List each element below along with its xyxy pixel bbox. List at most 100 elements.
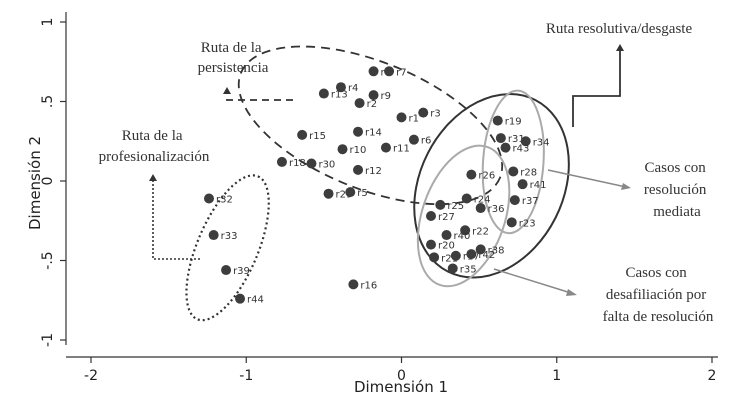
- point-r7: [384, 66, 395, 77]
- point-r29: [323, 188, 334, 199]
- point-r18: [276, 156, 287, 167]
- annotation-profesionalizacion-line1: Ruta de la: [122, 128, 183, 144]
- point-r33: [208, 230, 219, 241]
- point-label-r41: r41: [530, 180, 547, 191]
- point-r14: [353, 126, 364, 137]
- point-label-r37: r37: [522, 196, 539, 207]
- x-tick-label-3: 1: [552, 368, 561, 384]
- annotation-resolutiva-line1: Ruta resolutiva/desgaste: [546, 21, 693, 37]
- point-label-r43: r43: [513, 144, 530, 155]
- point-r23: [506, 217, 517, 228]
- annotation-desafiliacion-line3: falta de resolución: [603, 309, 714, 325]
- annotation-profesionalizacion-line2: profesionalización: [99, 149, 210, 165]
- point-r5: [345, 187, 356, 198]
- point-label-r12: r12: [365, 166, 382, 177]
- resolutiva-arrowhead: [616, 44, 624, 51]
- point-r22: [460, 225, 471, 236]
- point-r3: [418, 107, 429, 118]
- point-label-r36: r36: [488, 204, 505, 215]
- point-label-r15: r15: [309, 131, 326, 142]
- point-label-r27: r27: [438, 212, 455, 223]
- point-r19: [492, 115, 503, 126]
- data-points: r8r7r4r13r9r2r1r3r15r14r6r10r11r18r30r12…: [203, 66, 550, 306]
- point-r26: [466, 169, 477, 180]
- point-label-r7: r7: [396, 67, 406, 78]
- point-label-r11: r11: [393, 144, 410, 155]
- point-label-r9: r9: [381, 91, 391, 102]
- annotation-persistencia-line1: Ruta de la: [201, 40, 262, 56]
- point-label-r29: r29: [336, 190, 353, 201]
- point-r8: [368, 66, 379, 77]
- point-label-r42: r42: [478, 250, 495, 261]
- resolutiva-connector: [572, 50, 621, 127]
- point-r2: [354, 98, 365, 109]
- y-tick-label-4: -1: [40, 333, 56, 347]
- point-label-r18: r18: [289, 158, 306, 169]
- point-label-r39: r39: [233, 266, 250, 277]
- point-r9: [368, 90, 379, 101]
- point-label-r21: r21: [441, 253, 458, 264]
- mediata-connector: [547, 169, 627, 188]
- point-label-r30: r30: [318, 160, 335, 171]
- group-ellipse-0: [237, 45, 504, 206]
- point-label-r33: r33: [221, 231, 238, 242]
- point-r1: [396, 112, 407, 123]
- point-r40: [441, 230, 452, 241]
- point-r30: [306, 158, 317, 169]
- point-r31: [495, 133, 506, 144]
- point-r35: [447, 263, 458, 274]
- annotation-persistencia-line2: persistencia: [198, 60, 269, 76]
- point-r36: [475, 203, 486, 214]
- point-r20: [425, 239, 436, 250]
- y-tick-label-3: -.5: [40, 251, 56, 269]
- point-label-r3: r3: [430, 109, 440, 120]
- point-r28: [508, 166, 519, 177]
- point-r42: [466, 249, 477, 260]
- point-label-r31: r31: [508, 134, 525, 145]
- persistencia-arrowhead: [223, 87, 231, 94]
- point-label-r1: r1: [409, 113, 419, 124]
- annotation-desafiliacion: Casos con desafiliación por falta de res…: [603, 265, 714, 325]
- point-label-r5: r5: [357, 188, 367, 199]
- group-ellipse-1: [185, 174, 270, 322]
- point-r13: [318, 88, 329, 99]
- x-tick-label-0: -2: [84, 368, 98, 384]
- point-label-r25: r25: [447, 201, 464, 212]
- point-label-r32: r32: [216, 194, 233, 205]
- point-r4: [335, 82, 346, 93]
- point-r17: [450, 250, 461, 261]
- annotation-mediata-line3: mediata: [653, 204, 701, 220]
- point-r38: [475, 244, 486, 255]
- point-label-r19: r19: [505, 117, 522, 128]
- point-label-r24: r24: [474, 194, 491, 205]
- point-label-r23: r23: [519, 218, 536, 229]
- x-ticks: -2 -1 0 1 2: [84, 357, 716, 384]
- point-r32: [203, 193, 214, 204]
- point-r24: [461, 193, 472, 204]
- point-r27: [425, 210, 436, 221]
- point-r15: [297, 129, 308, 140]
- point-r21: [429, 252, 440, 263]
- point-r12: [353, 164, 364, 175]
- point-r25: [435, 199, 446, 210]
- profesionalizacion-arrowhead: [149, 174, 157, 181]
- x-tick-label-1: -1: [239, 368, 253, 384]
- point-label-r14: r14: [365, 128, 382, 139]
- group-ellipse-2: [413, 93, 570, 279]
- point-label-r2: r2: [367, 99, 377, 110]
- point-r11: [380, 142, 391, 153]
- point-r6: [408, 134, 419, 145]
- annotation-persistencia: Ruta de la persistencia: [198, 40, 269, 76]
- x-axis-title: Dimensión 1: [354, 378, 448, 396]
- x-tick-label-4: 2: [708, 368, 717, 384]
- point-label-r22: r22: [472, 226, 489, 237]
- annotation-desafiliacion-line1: Casos con: [626, 265, 688, 281]
- point-r34: [520, 136, 531, 147]
- y-tick-label-1: .5: [40, 95, 56, 108]
- point-label-r44: r44: [247, 295, 264, 306]
- point-r10: [337, 144, 348, 155]
- point-r41: [517, 179, 528, 190]
- y-axis-title: Dimensión 2: [26, 136, 44, 230]
- point-label-r38: r38: [488, 245, 505, 256]
